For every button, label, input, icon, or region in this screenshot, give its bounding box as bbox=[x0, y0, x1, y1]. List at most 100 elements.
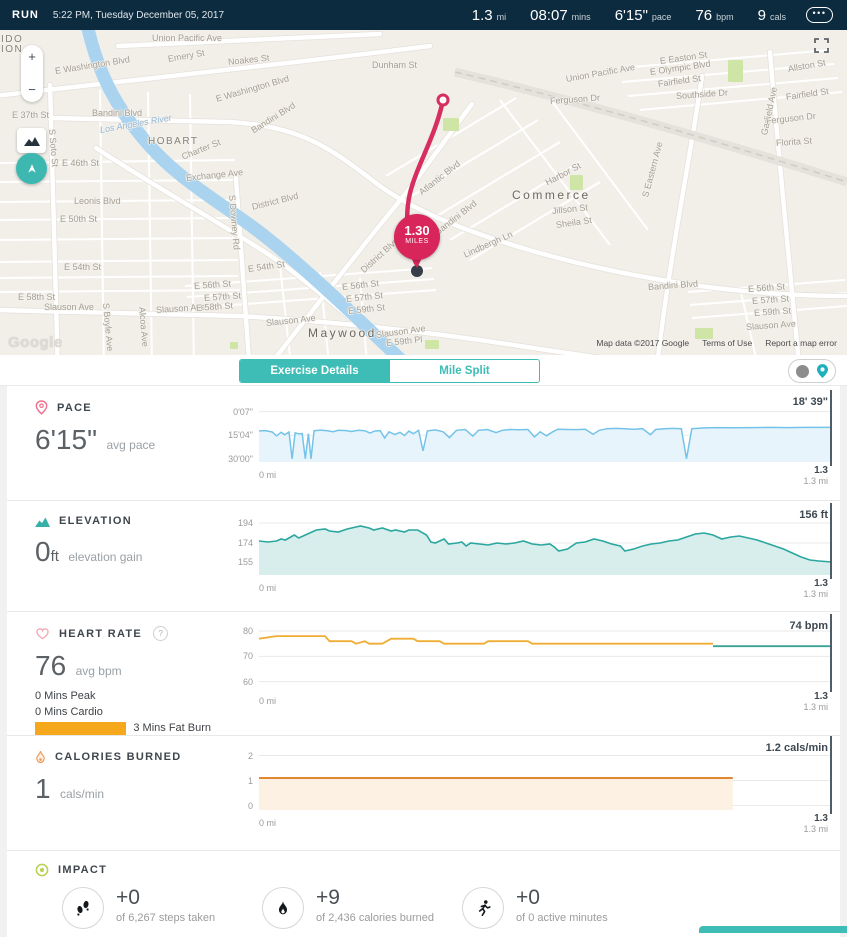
tab-exercise-details[interactable]: Exercise Details bbox=[240, 360, 389, 382]
zoom-in-button[interactable]: + bbox=[28, 49, 36, 64]
elevation-plot[interactable] bbox=[258, 515, 833, 575]
map-label: Union Pacific Ave bbox=[152, 33, 222, 43]
navigation-arrow-icon bbox=[27, 163, 36, 173]
map-data-credit: Map data ©2017 Google bbox=[596, 338, 690, 348]
heart-rate-help-icon[interactable]: ? bbox=[153, 626, 169, 641]
chart-end-annotation: 1.2 cals/min bbox=[765, 742, 828, 754]
chart-end-cursor bbox=[830, 503, 832, 579]
tab-bar: Exercise Details Mile Split bbox=[0, 355, 847, 386]
impact-steps: +0 of 6,267 steps taken bbox=[62, 887, 262, 929]
impact-section: IMPACT + bbox=[7, 850, 840, 937]
heart-rate-chart: 80 70 60 74 bpm 0 mi 1.3 1.3 mi bbox=[211, 612, 840, 735]
distance-marker: 1.30 MILES bbox=[394, 214, 440, 260]
map-zoom-control: + − bbox=[21, 45, 43, 102]
y-axis-tick: 1 bbox=[247, 775, 253, 786]
impact-target-icon bbox=[35, 863, 49, 877]
tab-mile-split[interactable]: Mile Split bbox=[389, 360, 539, 382]
y-axis-tick: 194 bbox=[237, 518, 253, 528]
impact-active-minutes: +0 of 0 active minutes bbox=[462, 887, 662, 929]
heart-icon bbox=[36, 628, 49, 640]
map-label: Maywood bbox=[308, 326, 377, 340]
stat-calories: 9 cals bbox=[757, 6, 786, 24]
recenter-button[interactable] bbox=[16, 153, 47, 184]
details-tabs: Exercise Details Mile Split bbox=[239, 359, 540, 383]
elevation-chart: 194 174 155 156 ft 0 mi 1.3 1.3 mi bbox=[211, 501, 840, 611]
fullscreen-button[interactable] bbox=[814, 38, 829, 58]
report-error-link[interactable]: Report a map error bbox=[765, 338, 837, 348]
chart-end-annotation: 156 ft bbox=[799, 509, 828, 521]
y-axis-tick: 80 bbox=[242, 626, 253, 637]
x-axis-max-label: 1.3 mi bbox=[803, 589, 828, 599]
y-axis-tick: 0 bbox=[247, 800, 253, 811]
mountain-icon bbox=[23, 136, 40, 146]
google-logo[interactable]: Google bbox=[8, 334, 63, 351]
map-label: E 54th St bbox=[64, 262, 102, 272]
cals-per-min-caption: cals/min bbox=[60, 787, 105, 801]
x-cursor-value: 1.3 bbox=[814, 691, 828, 702]
map[interactable]: 1.30 MILES + − Google Map data ©2017 Goo… bbox=[0, 30, 847, 355]
map-label: Slauson Ave bbox=[44, 302, 94, 312]
avg-bpm-caption: avg bpm bbox=[75, 664, 122, 678]
avg-pace-caption: avg pace bbox=[106, 438, 156, 452]
map-label: E 50th St bbox=[60, 214, 98, 224]
stat-duration: 08:07 mins bbox=[530, 6, 591, 24]
calories-title: CALORIES BURNED bbox=[55, 751, 182, 763]
x-axis-min-label: 0 mi bbox=[259, 583, 277, 593]
route-start-marker bbox=[436, 93, 450, 107]
distance-marker-value: 1.30 bbox=[404, 223, 430, 238]
pace-pin-icon bbox=[35, 400, 48, 415]
y-axis-tick: 70 bbox=[242, 651, 253, 662]
pace-title: PACE bbox=[57, 401, 92, 414]
avg-pace-value: 6'15" bbox=[35, 424, 98, 455]
run-route bbox=[404, 93, 450, 277]
activity-label: RUN bbox=[12, 9, 39, 21]
elevation-title: ELEVATION bbox=[59, 515, 133, 527]
elevation-gain-unit: ft bbox=[50, 548, 59, 565]
chat-button-partial[interactable] bbox=[699, 926, 847, 933]
map-label: E 58th St bbox=[18, 292, 56, 302]
chart-end-cursor bbox=[830, 614, 832, 692]
map-pin-icon bbox=[816, 364, 828, 378]
x-axis-min-label: 0 mi bbox=[259, 470, 277, 480]
elevation-gain-value: 0 bbox=[35, 536, 51, 567]
pace-section: PACE 6'15" avg pace 0'07" 15'04" 30'00" 18'… bbox=[7, 386, 840, 500]
chart-end-cursor bbox=[830, 736, 832, 814]
heart-rate-title: HEART RATE bbox=[59, 627, 143, 640]
elevation-gain-caption: elevation gain bbox=[68, 550, 143, 564]
chart-end-annotation: 18' 39" bbox=[792, 396, 828, 408]
map-label: IDO bbox=[1, 34, 24, 45]
avg-bpm-value: 76 bbox=[35, 650, 67, 681]
pace-plot[interactable] bbox=[258, 402, 832, 462]
chart-end-cursor bbox=[830, 390, 832, 466]
cals-per-min-value: 1 bbox=[35, 773, 51, 804]
map-label: Leonis Blvd bbox=[74, 196, 121, 206]
more-options-button[interactable]: ••• bbox=[806, 7, 833, 23]
activity-datetime: 5:22 PM, Tuesday December 05, 2017 bbox=[52, 9, 225, 21]
map-label: Bandini Blvd bbox=[92, 108, 143, 118]
terms-of-use-link[interactable]: Terms of Use bbox=[702, 338, 753, 348]
fat-burn-bar bbox=[35, 721, 127, 735]
zone-fat-burn: 3 Mins Fat Burn bbox=[35, 720, 211, 736]
map-label: Dunham St bbox=[372, 60, 418, 70]
heart-rate-plot[interactable] bbox=[258, 626, 832, 688]
x-axis-max-label: 1.3 mi bbox=[803, 824, 828, 834]
top-bar: RUN 5:22 PM, Tuesday December 05, 2017 1… bbox=[0, 0, 847, 30]
pace-chart: 0'07" 15'04" 30'00" 18' 39" 0 mi 1.3 1.3 mi bbox=[211, 386, 840, 500]
stat-heart-rate: 76 bpm bbox=[695, 6, 734, 24]
map-off-icon bbox=[796, 364, 810, 378]
map-view-toggle[interactable] bbox=[788, 359, 836, 383]
calories-section: CALORIES BURNED 1 cals/min 2 1 0 1.2 cals/m… bbox=[7, 735, 840, 850]
y-axis-tick: 174 bbox=[237, 538, 253, 548]
y-axis-tick: 2 bbox=[247, 750, 253, 761]
y-axis-tick: 30'00" bbox=[228, 453, 253, 464]
x-axis-max-label: 1.3 mi bbox=[803, 702, 828, 712]
map-label: Commerce bbox=[512, 188, 591, 202]
zone-cardio: 0 Mins Cardio bbox=[35, 706, 103, 718]
elevation-view-button[interactable] bbox=[17, 128, 46, 153]
map-attribution: Map data ©2017 Google Terms of Use Repor… bbox=[596, 338, 837, 348]
zoom-out-button[interactable]: − bbox=[28, 82, 36, 97]
calories-plot[interactable] bbox=[259, 748, 832, 810]
y-axis-tick: 60 bbox=[242, 676, 253, 687]
runner-icon bbox=[478, 899, 491, 916]
map-label: E 37th St bbox=[12, 110, 50, 120]
